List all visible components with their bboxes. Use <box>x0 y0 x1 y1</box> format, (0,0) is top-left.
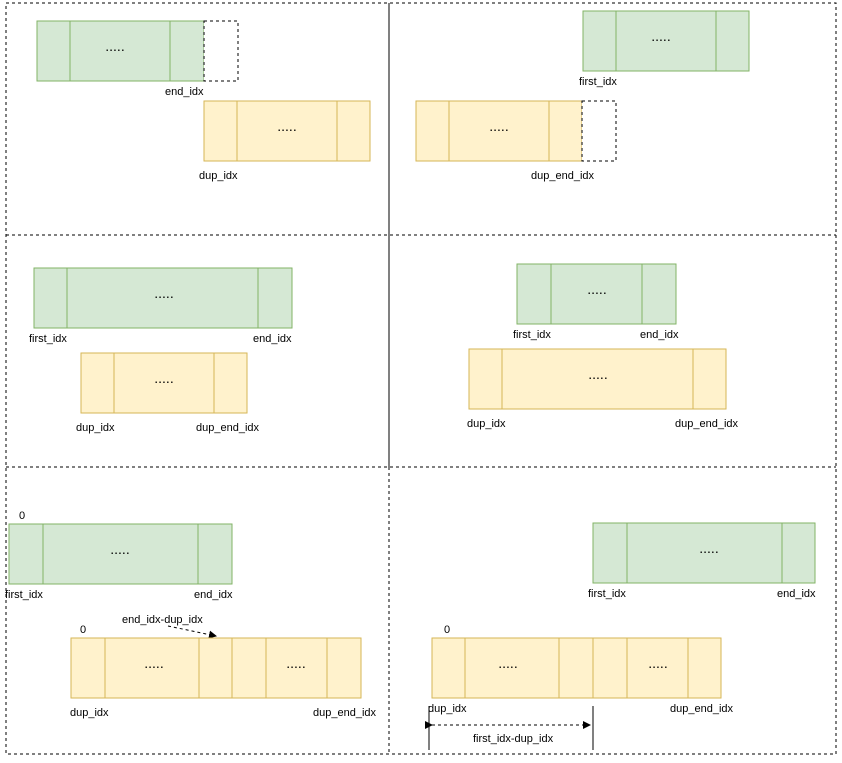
yellow-range-block: ..... <box>203 100 371 162</box>
end-idx-label: end_idx <box>194 589 233 601</box>
panel-bottom-right: ..... first_idx end_idx 0 ..... ..... du… <box>425 522 816 750</box>
first-idx-label: first_idx <box>588 588 626 600</box>
end-idx-label: end_idx <box>777 588 816 600</box>
zero-label: 0 <box>80 624 86 636</box>
zero-label: 0 <box>19 510 25 522</box>
dup-idx-label: dup_idx <box>428 703 467 715</box>
ellipsis: ..... <box>587 281 606 297</box>
zero-label: 0 <box>444 624 450 636</box>
first-idx-minus-dup-idx-label: first_idx-dup_idx <box>473 733 554 745</box>
yellow-range-block: ..... ..... <box>70 637 362 699</box>
end-idx-label: end_idx <box>253 333 292 345</box>
panel-top-left: ..... end_idx ..... dup_idx <box>36 20 371 182</box>
ellipsis: ..... <box>588 366 607 382</box>
ellipsis: ..... <box>286 655 305 671</box>
green-range-block: ..... <box>592 522 816 584</box>
dup-idx-label: dup_idx <box>70 707 109 719</box>
end-idx-label: end_idx <box>165 86 204 98</box>
ellipsis: ..... <box>144 655 163 671</box>
ellipsis: ..... <box>651 28 670 44</box>
yellow-range-block: ..... ..... <box>431 637 722 699</box>
ellipsis: ..... <box>498 655 517 671</box>
yellow-range-block: ..... <box>80 352 248 414</box>
dup-end-idx-label: dup_end_idx <box>531 170 595 182</box>
ellipsis: ..... <box>154 370 173 386</box>
ellipsis: ..... <box>699 540 718 556</box>
yellow-range-block: ..... <box>468 348 727 410</box>
ellipsis: ..... <box>277 118 296 134</box>
ellipsis: ..... <box>489 118 508 134</box>
panel-bottom-left: 0 ..... first_idx end_idx end_idx-dup_id… <box>5 510 377 719</box>
dup-idx-label: dup_idx <box>76 422 115 434</box>
dup-idx-label: dup_idx <box>467 418 506 430</box>
first-idx-label: first_idx <box>5 589 43 601</box>
ghost-cell <box>581 100 617 162</box>
first-idx-label: first_idx <box>513 329 551 341</box>
green-range-block: ..... <box>582 10 750 72</box>
end-idx-minus-dup-idx-label: end_idx-dup_idx <box>122 614 203 626</box>
dup-end-idx-label: dup_end_idx <box>675 418 739 430</box>
offset-arrow <box>167 625 217 639</box>
ghost-cell <box>203 20 239 82</box>
ellipsis: ..... <box>105 38 124 54</box>
panel-top-right: ..... first_idx ..... dup_end_idx <box>415 10 750 182</box>
panel-middle-right: ..... first_idx end_idx ..... dup_idx du… <box>467 263 739 430</box>
green-range-block: ..... <box>33 267 293 329</box>
panel-middle-left: ..... first_idx end_idx ..... dup_idx du… <box>29 267 293 434</box>
green-range-block: ..... <box>516 263 677 325</box>
dup-idx-label: dup_idx <box>199 170 238 182</box>
dup-end-idx-label: dup_end_idx <box>196 422 260 434</box>
end-idx-label: end_idx <box>640 329 679 341</box>
panel-grid <box>5 2 837 755</box>
ellipsis: ..... <box>110 541 129 557</box>
first-idx-label: first_idx <box>579 76 617 88</box>
first-idx-label: first_idx <box>29 333 67 345</box>
ellipsis: ..... <box>154 285 173 301</box>
dup-end-idx-label: dup_end_idx <box>313 707 377 719</box>
ellipsis: ..... <box>648 655 667 671</box>
green-range-block: ..... <box>8 523 233 585</box>
yellow-range-block: ..... <box>415 100 583 162</box>
green-range-block: ..... <box>36 20 205 82</box>
dup-end-idx-label: dup_end_idx <box>670 703 734 715</box>
outer-frame <box>5 2 837 755</box>
